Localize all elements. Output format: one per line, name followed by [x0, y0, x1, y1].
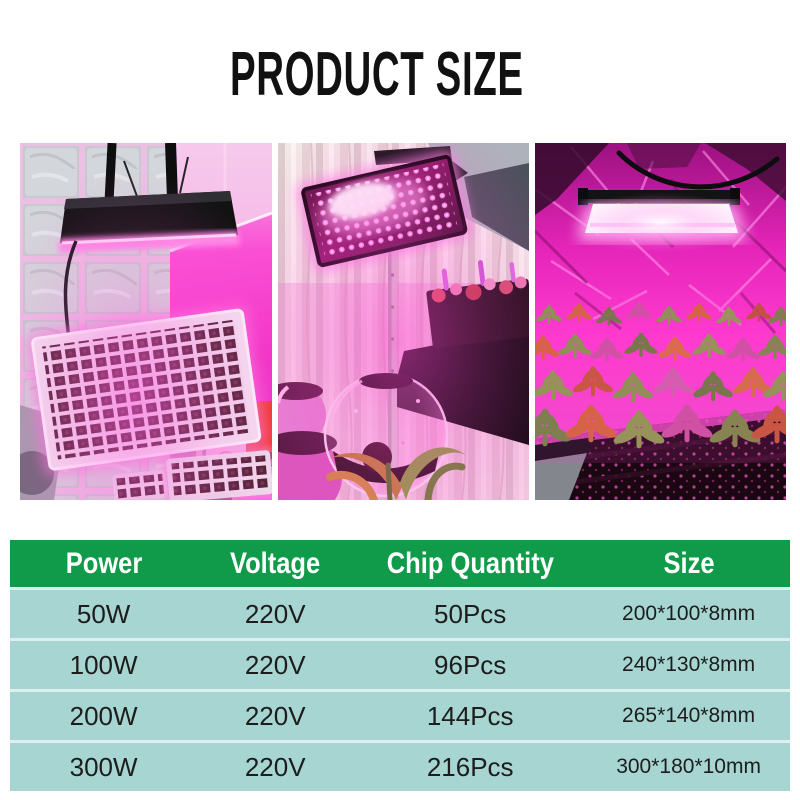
grow-tent-illustration — [535, 143, 786, 500]
table-row: 300W 220V 216Pcs 300*180*10mm — [10, 740, 790, 791]
table-row: 100W 220V 96Pcs 240*130*8mm — [10, 638, 790, 689]
column-header-power: Power — [65, 546, 142, 580]
power-cell: 50W — [76, 598, 131, 629]
spec-table-header-row: Power Voltage Chip Quantity Size — [10, 540, 790, 587]
voltage-cell: 220V — [244, 598, 306, 629]
size-cell: 265*140*8mm — [622, 704, 756, 727]
chip-quantity-cell: 50Pcs — [434, 598, 507, 629]
product-photo-middle — [278, 143, 529, 500]
power-cell: 200W — [69, 700, 138, 731]
grow-light-on-stand-illustration — [278, 143, 529, 500]
chip-quantity-cell: 216Pcs — [426, 751, 514, 782]
voltage-cell: 220V — [244, 751, 306, 782]
product-photo-left — [20, 143, 272, 500]
product-photo-right — [535, 143, 786, 500]
power-cell: 300W — [69, 751, 138, 782]
size-cell: 240*130*8mm — [622, 653, 756, 676]
table-row: 50W 220V 50Pcs 200*100*8mm — [10, 587, 790, 638]
page-title: PRODUCT SIZE — [230, 40, 524, 109]
table-row: 200W 220V 144Pcs 265*140*8mm — [10, 689, 790, 740]
power-cable — [616, 150, 780, 190]
column-header-size: Size — [663, 546, 715, 580]
power-cell: 100W — [69, 649, 138, 680]
voltage-cell: 220V — [244, 649, 306, 680]
chip-quantity-cell: 144Pcs — [426, 700, 514, 731]
grow-light-over-tray-illustration — [20, 143, 272, 500]
voltage-cell: 220V — [244, 700, 306, 731]
size-cell: 300*180*10mm — [616, 755, 761, 778]
led-light-fixture — [566, 188, 756, 253]
column-header-chip-quantity: Chip Quantity — [386, 546, 554, 580]
chip-quantity-cell: 96Pcs — [434, 649, 507, 680]
spec-table: Power Voltage Chip Quantity Size 50W 220… — [10, 540, 790, 791]
column-header-voltage: Voltage — [230, 546, 321, 580]
floor-corner — [535, 453, 587, 500]
size-cell: 200*100*8mm — [622, 602, 756, 625]
